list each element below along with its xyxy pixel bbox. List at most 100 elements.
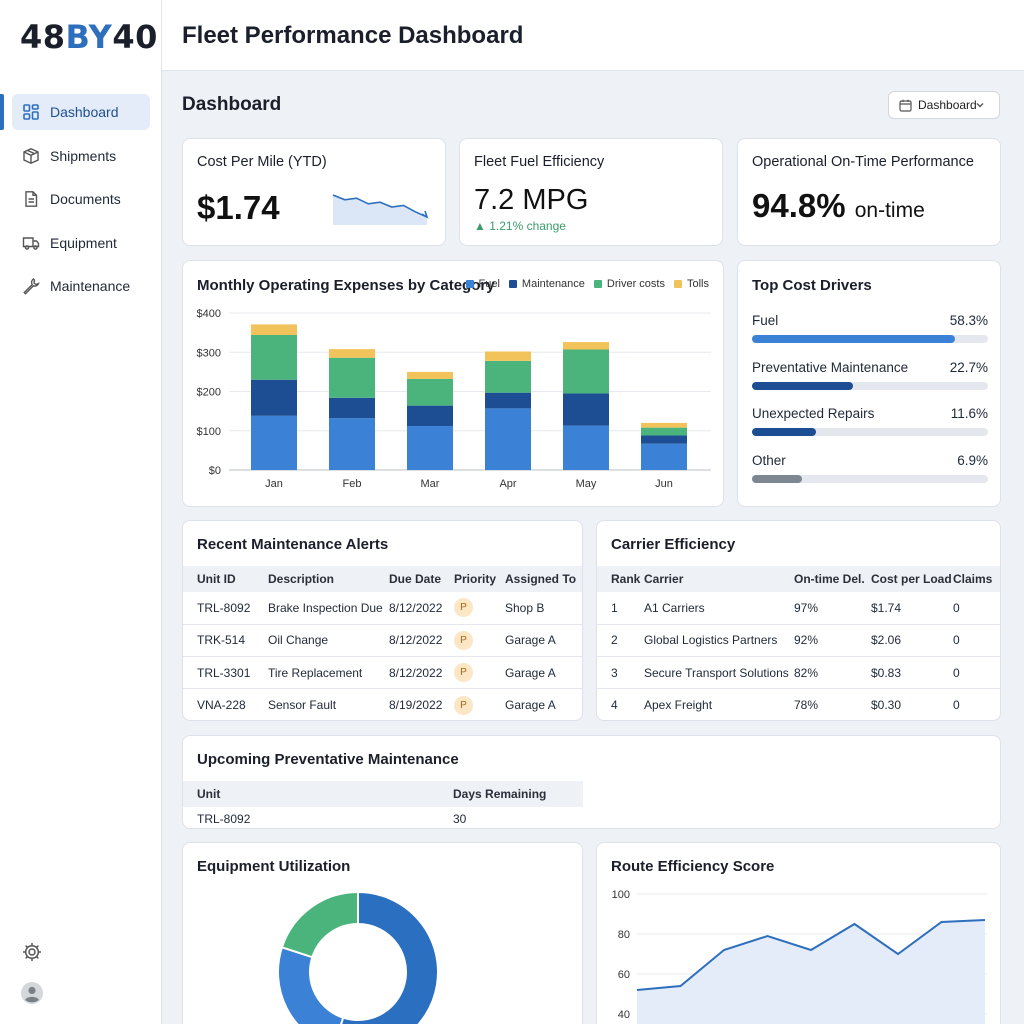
on-time-cell: 78% [794, 698, 819, 713]
column-header[interactable]: Priority [454, 566, 505, 592]
upcoming-table: Unit Days Remaining TRL-8092 30 [183, 781, 583, 828]
table-row[interactable]: TRK-514 Oil Change 8/12/2022 P Garage A [183, 624, 582, 658]
bar-segment-tolls[interactable] [485, 351, 531, 361]
equipment-utilization-card: Equipment Utilization [182, 842, 583, 1024]
column-header[interactable]: Assigned To [505, 566, 582, 592]
bar-segment-tolls[interactable] [641, 422, 687, 428]
bar-segment-tolls[interactable] [329, 349, 375, 358]
description-cell: Sensor Fault [268, 698, 337, 713]
avatar-icon[interactable] [21, 982, 43, 1004]
cost-driver-label: Fuel [752, 313, 779, 328]
legend-item: Driver costs [593, 278, 665, 290]
y-tick-label: 60 [618, 969, 630, 981]
claims-cell: 0 [953, 698, 960, 713]
kpi-value: 94.8% [752, 187, 846, 224]
brand-logo[interactable]: 48BY40 [20, 18, 158, 56]
table-row[interactable]: TRL-3301 Tire Replacement 8/12/2022 P Garage… [183, 656, 582, 690]
table-row[interactable]: VNA-228 Sensor Fault 8/19/2022 P Garage A [183, 689, 582, 720]
donut-slice[interactable] [280, 890, 359, 959]
table-row[interactable]: TRL-8092 Brake Inspection Due 8/12/2022 P Sh… [183, 592, 582, 625]
table-row[interactable]: 3 Secure Transport Solutions 82% $0.83 0 [597, 656, 1000, 690]
legend-swatch [508, 280, 517, 288]
bar-segment-maintenance[interactable] [407, 405, 453, 427]
rank-cell: 2 [597, 624, 644, 658]
due-date-cell: 8/12/2022 [389, 592, 454, 625]
y-tick-label: 80 [618, 929, 630, 941]
description-cell: Tire Replacement [268, 656, 389, 690]
donut-slice[interactable] [277, 946, 345, 1024]
cost-driver-bar [752, 428, 816, 436]
bar-segment-fuel[interactable] [407, 426, 453, 470]
on-time-cell: 97% [794, 592, 871, 625]
rank-cell: 4 [611, 698, 618, 713]
x-tick-label: Jun [655, 478, 673, 490]
bar-segment-tolls[interactable] [407, 371, 453, 379]
bar-segment-tolls[interactable] [563, 342, 609, 350]
kpi-value: $1.74 [197, 189, 280, 226]
column-header[interactable]: On-time Del. [794, 566, 871, 592]
unit-id-cell: TRL-3301 [183, 656, 268, 690]
days-remaining-cell: 30 [453, 812, 467, 826]
y-tick-label: $0 [209, 465, 221, 477]
bar-segment-maintenance[interactable] [641, 435, 687, 444]
bar-segment-driver-costs[interactable] [641, 427, 687, 436]
bar-segment-fuel[interactable] [641, 443, 687, 470]
bar-segment-tolls[interactable] [251, 324, 297, 335]
bar-segment-driver-costs[interactable] [407, 378, 453, 406]
table-header-row: Unit ID Description Due Date Priority As… [183, 566, 582, 592]
column-header[interactable]: Description [268, 566, 389, 592]
column-header[interactable]: Due Date [389, 566, 454, 592]
sidebar-nav: Dashboard Shipments Documents Equipment … [0, 94, 162, 312]
bar-segment-driver-costs[interactable] [563, 349, 609, 394]
sidebar-item-documents[interactable]: Documents [12, 181, 150, 217]
bar-segment-driver-costs[interactable] [329, 357, 375, 398]
cost-driver-value: 58.3% [949, 313, 988, 328]
sidebar-item-maintenance[interactable]: Maintenance [12, 268, 150, 304]
bar-segment-driver-costs[interactable] [485, 360, 531, 393]
column-header[interactable]: Claims [953, 566, 1000, 592]
donut-slice[interactable] [333, 890, 439, 1024]
unit-id-cell: VNA-228 [197, 698, 246, 713]
route-score-line[interactable] [636, 919, 986, 991]
gear-icon[interactable] [21, 941, 43, 963]
bar-segment-fuel[interactable] [563, 425, 609, 470]
y-tick-label: 40 [618, 1009, 630, 1021]
bar-segment-fuel[interactable] [251, 415, 297, 470]
bar-segment-maintenance[interactable] [563, 393, 609, 426]
chart-legend: Fuel Maintenance Driver costs Tolls [457, 278, 709, 290]
bar-segment-maintenance[interactable] [485, 392, 531, 409]
sidebar-item-equipment[interactable]: Equipment [12, 225, 150, 261]
table-row[interactable]: 1 A1 Carriers 97% $1.74 0 [597, 592, 1000, 625]
column-header[interactable]: Unit ID [183, 566, 268, 592]
cost-driver-label: Preventative Maintenance [752, 359, 909, 375]
card-title: Carrier Efficiency [611, 536, 736, 553]
column-header[interactable]: Cost per Load [871, 566, 953, 592]
card-title: Route Efficiency Score [611, 858, 775, 875]
column-header[interactable]: Rank [597, 566, 644, 592]
claims-cell: 0 [953, 592, 1000, 625]
card-title: Recent Maintenance Alerts [197, 536, 389, 553]
sidebar-item-shipments[interactable]: Shipments [12, 138, 150, 174]
card-title: Equipment Utilization [197, 858, 351, 875]
box-icon [23, 147, 39, 164]
bar-segment-driver-costs[interactable] [251, 334, 297, 380]
rank-cell: 1 [597, 592, 644, 625]
table-row[interactable]: 2 Global Logistics Partners 92% $2.06 0 [597, 624, 1000, 658]
cost-driver-track [752, 381, 988, 390]
view-select[interactable]: Dashboard [888, 91, 1000, 119]
sidebar-item-dashboard[interactable]: Dashboard [0, 94, 150, 130]
view-select-value: Dashboard [918, 98, 977, 112]
bar-segment-maintenance[interactable] [329, 397, 375, 419]
column-header[interactable]: Days Remaining [453, 781, 583, 807]
table-row[interactable]: TRL-8092 30 [183, 807, 583, 828]
table-row[interactable]: 4 Apex Freight 78% $0.30 0 [597, 689, 1000, 720]
cost-driver-value: 22.7% [949, 359, 988, 375]
priority-cell: P [454, 592, 505, 625]
cost-driver-track [752, 428, 988, 436]
bar-segment-fuel[interactable] [485, 408, 531, 470]
bar-segment-maintenance[interactable] [251, 379, 297, 416]
column-header[interactable]: Unit [183, 781, 453, 807]
sparkline-line [332, 194, 428, 218]
column-header[interactable]: Carrier [644, 566, 794, 592]
bar-segment-fuel[interactable] [329, 418, 375, 470]
